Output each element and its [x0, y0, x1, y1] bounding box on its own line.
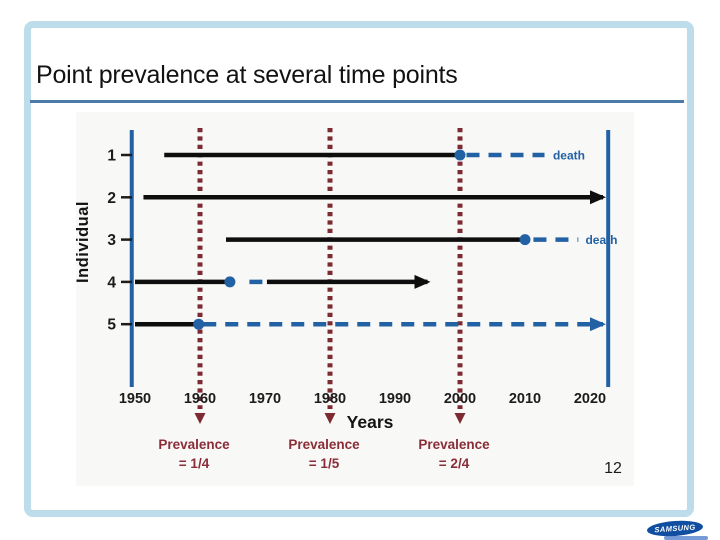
survey-arrowhead	[194, 413, 206, 424]
row-label-2: 2	[107, 190, 116, 207]
samsung-tagline	[664, 536, 708, 540]
x-tick-2000: 2000	[444, 391, 476, 407]
x-tick-1960: 1960	[184, 391, 216, 407]
prevalence-label: Prevalence	[288, 437, 360, 452]
x-tick-1950: 1950	[119, 391, 151, 407]
slide-border	[24, 21, 694, 517]
y-axis-title: Individual	[76, 201, 92, 283]
x-tick-2010: 2010	[509, 391, 541, 407]
prevalence-label: Prevalence	[158, 437, 230, 452]
observation-dot	[519, 234, 531, 246]
slide-title: Point prevalence at several time points	[36, 60, 458, 89]
observation-dot	[454, 149, 466, 161]
chart-panel: Prevalence = 1/4 Prevalence = 1/5 Prevalence…	[76, 112, 634, 486]
row-label-1: 1	[107, 148, 116, 165]
title-rule	[30, 100, 684, 103]
observation-dot	[224, 276, 236, 288]
prevalence-label: = 1/5	[309, 456, 340, 471]
x-axis-title: Years	[347, 412, 394, 432]
x-tick-1990: 1990	[379, 391, 411, 407]
x-tick-2020: 2020	[574, 391, 606, 407]
prevalence-label: = 2/4	[439, 456, 470, 471]
x-tick-1970: 1970	[249, 391, 281, 407]
death-label: death	[553, 149, 585, 163]
death-label: death	[585, 233, 617, 247]
prevalence-label: = 1/4	[179, 456, 210, 471]
prevalence-label: Prevalence	[418, 437, 490, 452]
page-number: 12	[604, 460, 622, 477]
survey-arrowhead	[324, 413, 336, 424]
row-label-3: 3	[107, 232, 116, 249]
row-label-4: 4	[107, 274, 116, 291]
survey-arrowhead	[454, 413, 466, 424]
observation-dot	[193, 318, 205, 330]
row-label-5: 5	[107, 317, 116, 334]
samsung-logo-text: SAMSUNG	[654, 522, 696, 535]
prevalence-timeline-chart: Prevalence = 1/4 Prevalence = 1/5 Prevalence…	[76, 128, 617, 471]
x-tick-1980: 1980	[314, 391, 346, 407]
